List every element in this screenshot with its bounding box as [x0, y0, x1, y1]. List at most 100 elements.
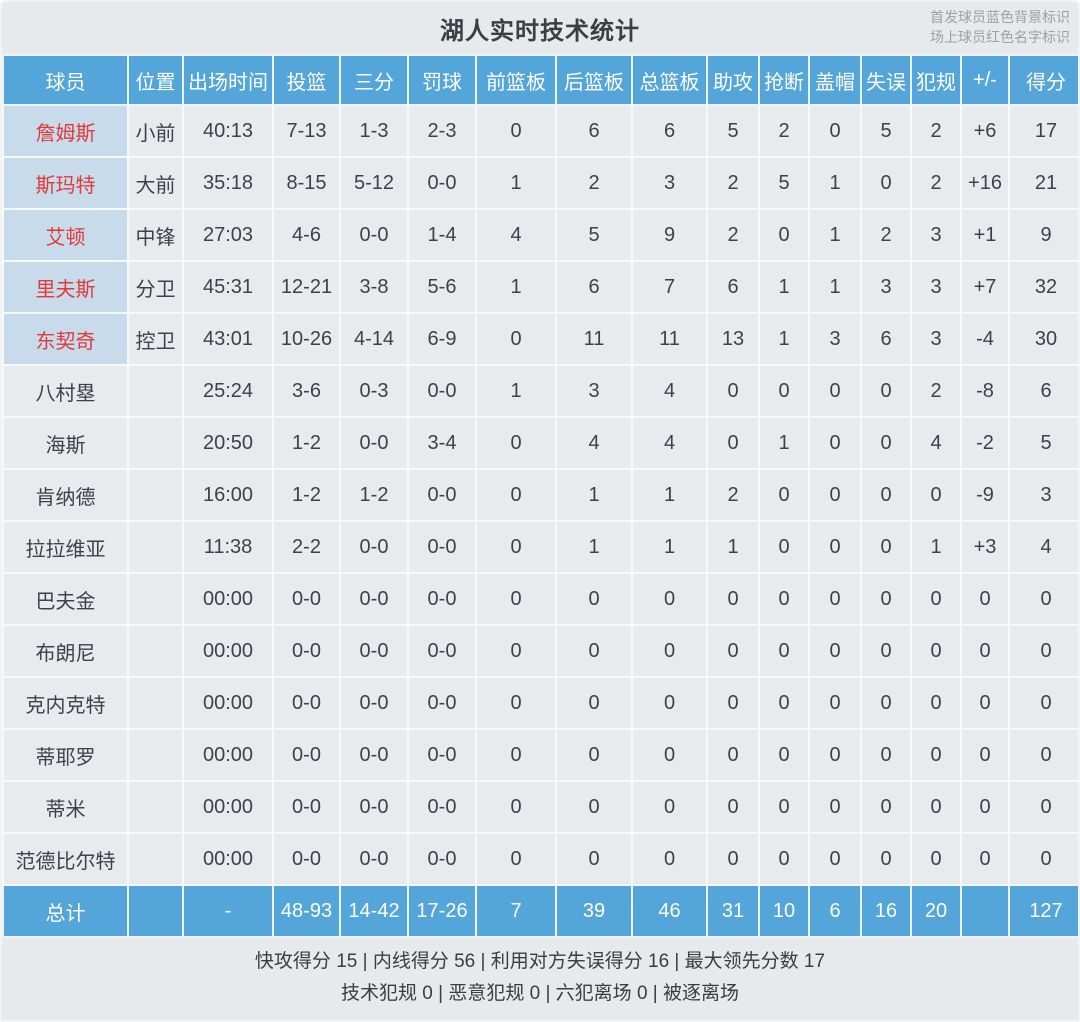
cell-stl: 2	[758, 104, 810, 158]
cell-stl: 0	[758, 832, 810, 886]
cell-to: 0	[860, 624, 912, 678]
cell-pf: 2	[910, 364, 962, 418]
cell-stl: 1	[758, 260, 810, 314]
cell-treb: 0	[631, 572, 708, 626]
cell-pf: 0	[910, 728, 962, 782]
cell-oreb: 0	[475, 676, 557, 730]
cell-pm: 0	[960, 832, 1010, 886]
cell-treb: 6	[631, 104, 708, 158]
cell-pos: 小前	[127, 104, 184, 158]
table-row: 克内克特 00:00 0-0 0-0 0-0 0 0 0 0 0 0 0 0 0 0	[2, 676, 1078, 730]
cell-time: 16:00	[182, 468, 274, 522]
cell-blk: 0	[808, 728, 862, 782]
cell-oreb: 0	[475, 104, 557, 158]
cell-pts: 21	[1008, 156, 1078, 210]
cell-pos	[127, 520, 184, 574]
cell-pos	[127, 364, 184, 418]
table-row: 巴夫金 00:00 0-0 0-0 0-0 0 0 0 0 0 0 0 0 0 0	[2, 572, 1078, 626]
table-row: 布朗尼 00:00 0-0 0-0 0-0 0 0 0 0 0 0 0 0 0 0	[2, 624, 1078, 678]
column-header-name: 球员	[2, 54, 129, 106]
cell-pts: 4	[1008, 520, 1078, 574]
cell-ast: 6	[706, 260, 760, 314]
cell-name: 詹姆斯	[2, 104, 129, 158]
cell-blk: 0	[808, 572, 862, 626]
cell-pts: 0	[1008, 572, 1078, 626]
footer-summary: 快攻得分 15 | 内线得分 56 | 利用对方失误得分 16 | 最大领先分数…	[2, 938, 1078, 1014]
cell-tp: 0-0	[339, 624, 409, 678]
cell-ast: 2	[706, 156, 760, 210]
cell-pm: +16	[960, 156, 1010, 210]
cell-dreb: 6	[555, 104, 633, 158]
cell-time: 25:24	[182, 364, 274, 418]
cell-pts: 0	[1008, 832, 1078, 886]
cell-to: 0	[860, 728, 912, 782]
cell-pf: 2	[910, 156, 962, 210]
cell-pm: +1	[960, 208, 1010, 262]
cell-blk: 0	[808, 520, 862, 574]
cell-fg: 2-2	[272, 520, 341, 574]
cell-blk: 0	[808, 104, 862, 158]
table-row: 范德比尔特 00:00 0-0 0-0 0-0 0 0 0 0 0 0 0 0 0 0	[2, 832, 1078, 886]
cell-blk: 3	[808, 312, 862, 366]
cell-to: 2	[860, 208, 912, 262]
cell-ft: 0-0	[407, 520, 477, 574]
table-row: 肯纳德 16:00 1-2 1-2 0-0 0 1 1 2 0 0 0 0 -9 3	[2, 468, 1078, 522]
cell-oreb: 1	[475, 156, 557, 210]
legend-note: 首发球员蓝色背景标识 场上球员红色名字标识	[930, 7, 1070, 47]
cell-treb: 11	[631, 312, 708, 366]
cell-time: 00:00	[182, 728, 274, 782]
cell-oreb: 0	[475, 728, 557, 782]
cell-ft: 0-0	[407, 468, 477, 522]
cell-oreb: 0	[475, 312, 557, 366]
cell-name: 范德比尔特	[2, 832, 129, 886]
cell-oreb: 0	[475, 572, 557, 626]
cell-treb: 9	[631, 208, 708, 262]
cell-oreb: 0	[475, 832, 557, 886]
cell-oreb: 4	[475, 208, 557, 262]
cell-pf: 0	[910, 624, 962, 678]
cell-time: 00:00	[182, 676, 274, 730]
cell-dreb: 1	[555, 468, 633, 522]
column-header-stl: 抢断	[758, 54, 810, 106]
cell-fg: 7-13	[272, 104, 341, 158]
cell-ft: 0-0	[407, 364, 477, 418]
cell-time: 00:00	[182, 780, 274, 834]
cell-pts: 3	[1008, 468, 1078, 522]
cell-tp: 4-14	[339, 312, 409, 366]
cell-pts: 17	[1008, 104, 1078, 158]
cell-time: 11:38	[182, 520, 274, 574]
cell-dreb: 0	[555, 676, 633, 730]
cell-dreb: 6	[555, 260, 633, 314]
table-row: 拉拉维亚 11:38 2-2 0-0 0-0 0 1 1 1 0 0 0 1 +3 4	[2, 520, 1078, 574]
cell-fg: 0-0	[272, 624, 341, 678]
cell-pf: 0	[910, 572, 962, 626]
cell-time: 45:31	[182, 260, 274, 314]
cell-ast: 0	[706, 572, 760, 626]
cell-name: 八村塁	[2, 364, 129, 418]
table-row: 蒂耶罗 00:00 0-0 0-0 0-0 0 0 0 0 0 0 0 0 0 0	[2, 728, 1078, 782]
column-header-pos: 位置	[127, 54, 184, 106]
cell-ast: 2	[706, 468, 760, 522]
cell-dreb: 0	[555, 624, 633, 678]
cell-stl: 1	[758, 416, 810, 470]
cell-oreb: 0	[475, 624, 557, 678]
cell-stl: 0	[758, 780, 810, 834]
cell-ft: 5-6	[407, 260, 477, 314]
cell-to: 0	[860, 572, 912, 626]
column-header-to: 失误	[860, 54, 912, 106]
team-summary-line-1: 快攻得分 15 | 内线得分 56 | 利用对方失误得分 16 | 最大领先分数…	[254, 951, 826, 972]
cell-tp: 0-0	[339, 208, 409, 262]
cell-stl: 10	[758, 884, 810, 938]
cell-to: 0	[860, 468, 912, 522]
cell-pts: 32	[1008, 260, 1078, 314]
cell-tp: 0-0	[339, 676, 409, 730]
cell-name: 总计	[2, 884, 129, 938]
cell-ft: 3-4	[407, 416, 477, 470]
cell-pf: 4	[910, 416, 962, 470]
cell-stl: 1	[758, 312, 810, 366]
cell-treb: 0	[631, 728, 708, 782]
cell-ast: 31	[706, 884, 760, 938]
cell-tp: 0-0	[339, 832, 409, 886]
cell-time: 00:00	[182, 624, 274, 678]
